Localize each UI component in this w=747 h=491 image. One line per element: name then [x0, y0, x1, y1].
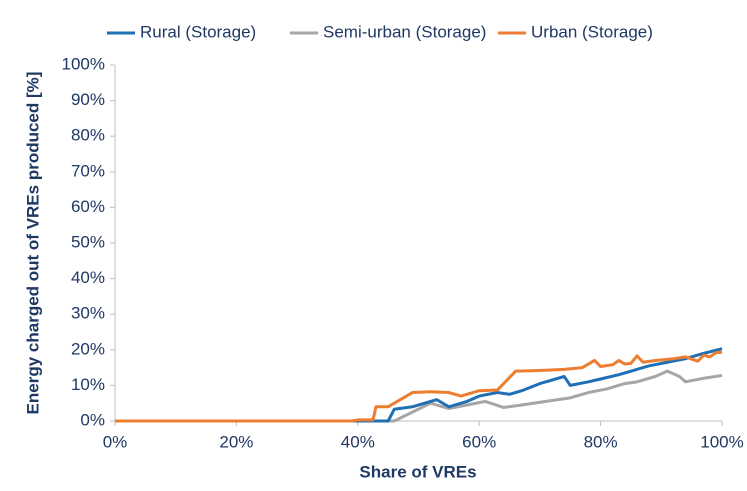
y-tick-label: 0%	[80, 410, 105, 429]
y-tick-label: 10%	[71, 375, 105, 394]
x-tick-label: 100%	[700, 432, 743, 451]
x-tick-label: 20%	[219, 432, 253, 451]
y-axis-title: Energy charged out of VREs produced [%]	[23, 72, 42, 415]
y-tick-label: 80%	[71, 126, 105, 145]
x-tick-label: 60%	[462, 432, 496, 451]
y-tick-label: 40%	[71, 268, 105, 287]
legend-label: Rural (Storage)	[140, 22, 256, 41]
y-tick-label: 60%	[71, 197, 105, 216]
x-tick-label: 0%	[103, 432, 128, 451]
y-tick-label: 50%	[71, 232, 105, 251]
y-tick-label: 30%	[71, 304, 105, 323]
x-axis-title: Share of VREs	[359, 462, 476, 481]
y-tick-label: 20%	[71, 339, 105, 358]
y-tick-label: 90%	[71, 90, 105, 109]
y-tick-label: 70%	[71, 161, 105, 180]
series-line	[115, 369, 723, 423]
x-tick-label: 80%	[584, 432, 618, 451]
series-line	[115, 347, 723, 423]
legend-label: Urban (Storage)	[531, 22, 653, 41]
series-line	[115, 350, 723, 423]
x-tick-label: 40%	[341, 432, 375, 451]
y-tick-label: 100%	[62, 54, 105, 73]
legend-label: Semi-urban (Storage)	[323, 22, 486, 41]
